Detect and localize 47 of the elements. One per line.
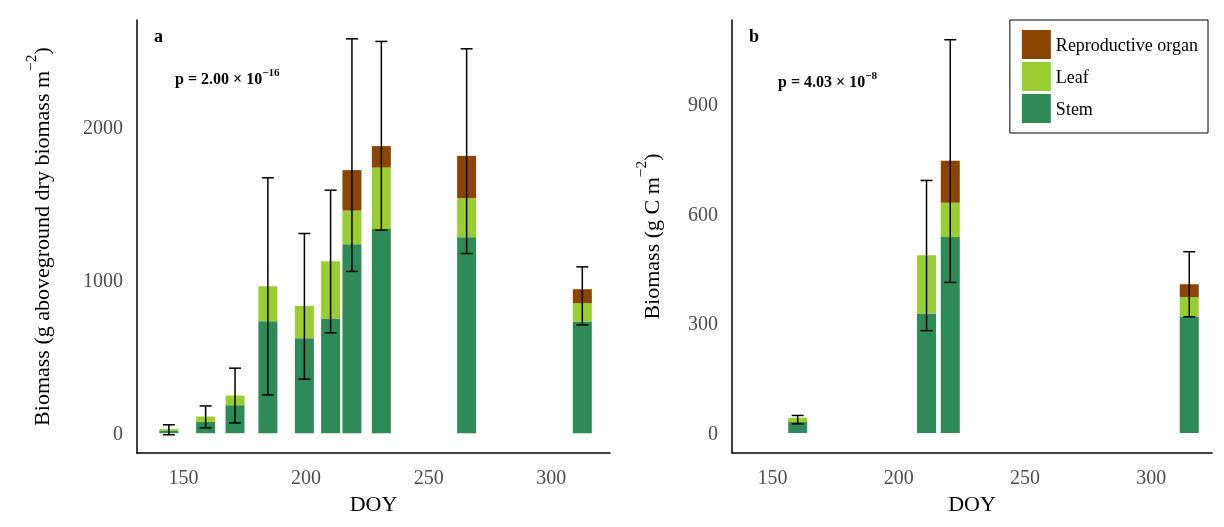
bar bbox=[572, 303, 592, 322]
bar bbox=[1179, 284, 1199, 298]
bar bbox=[294, 305, 314, 339]
bar bbox=[572, 321, 592, 434]
legend-label: Reproductive organ bbox=[1055, 34, 1199, 55]
y-tick-label: 0 bbox=[113, 422, 123, 445]
y-tick-label: 1000 bbox=[83, 269, 123, 292]
x-tick-label: 200 bbox=[883, 466, 914, 489]
bar bbox=[457, 237, 477, 434]
bar bbox=[940, 160, 960, 203]
y-tick-label: 0 bbox=[708, 422, 718, 444]
x-tick-label: 200 bbox=[291, 466, 322, 489]
bar bbox=[258, 321, 278, 434]
bar bbox=[572, 289, 592, 304]
x-tick-label: 150 bbox=[168, 466, 199, 489]
bar bbox=[321, 318, 341, 434]
y-tick-label: 300 bbox=[688, 312, 718, 335]
y-axis-title: Biomass (g aboveground dry biomass m−2) bbox=[22, 47, 54, 426]
x-tick-label: 250 bbox=[413, 466, 444, 489]
bar bbox=[917, 313, 937, 433]
chart-title: a bbox=[154, 26, 163, 46]
y-tick-label: 900 bbox=[688, 93, 718, 116]
bar bbox=[371, 146, 391, 168]
bar bbox=[457, 198, 477, 238]
bar bbox=[1179, 316, 1199, 433]
bar bbox=[940, 202, 960, 238]
bar bbox=[371, 167, 391, 229]
y-tick-label: 600 bbox=[688, 202, 718, 225]
x-axis-title: DOY bbox=[948, 490, 996, 516]
bar bbox=[321, 261, 341, 319]
bar bbox=[342, 244, 362, 434]
x-tick-label: 300 bbox=[1136, 466, 1167, 489]
bar bbox=[457, 155, 477, 199]
y-tick-label: 2000 bbox=[83, 116, 123, 139]
x-tick-label: 150 bbox=[757, 466, 788, 489]
y-axis-title: Biomass (g C m−2) bbox=[632, 153, 664, 320]
x-tick-label: 300 bbox=[536, 466, 567, 489]
legend-label: Stem bbox=[1055, 98, 1093, 119]
chart-title: b bbox=[749, 26, 760, 46]
x-tick-label: 250 bbox=[1010, 466, 1041, 489]
bar bbox=[940, 237, 960, 433]
bar bbox=[1179, 297, 1199, 317]
bar bbox=[294, 338, 314, 434]
x-axis-title: DOY bbox=[349, 490, 398, 516]
bar bbox=[371, 228, 391, 434]
legend-label: Leaf bbox=[1055, 66, 1089, 87]
bar bbox=[917, 255, 937, 314]
